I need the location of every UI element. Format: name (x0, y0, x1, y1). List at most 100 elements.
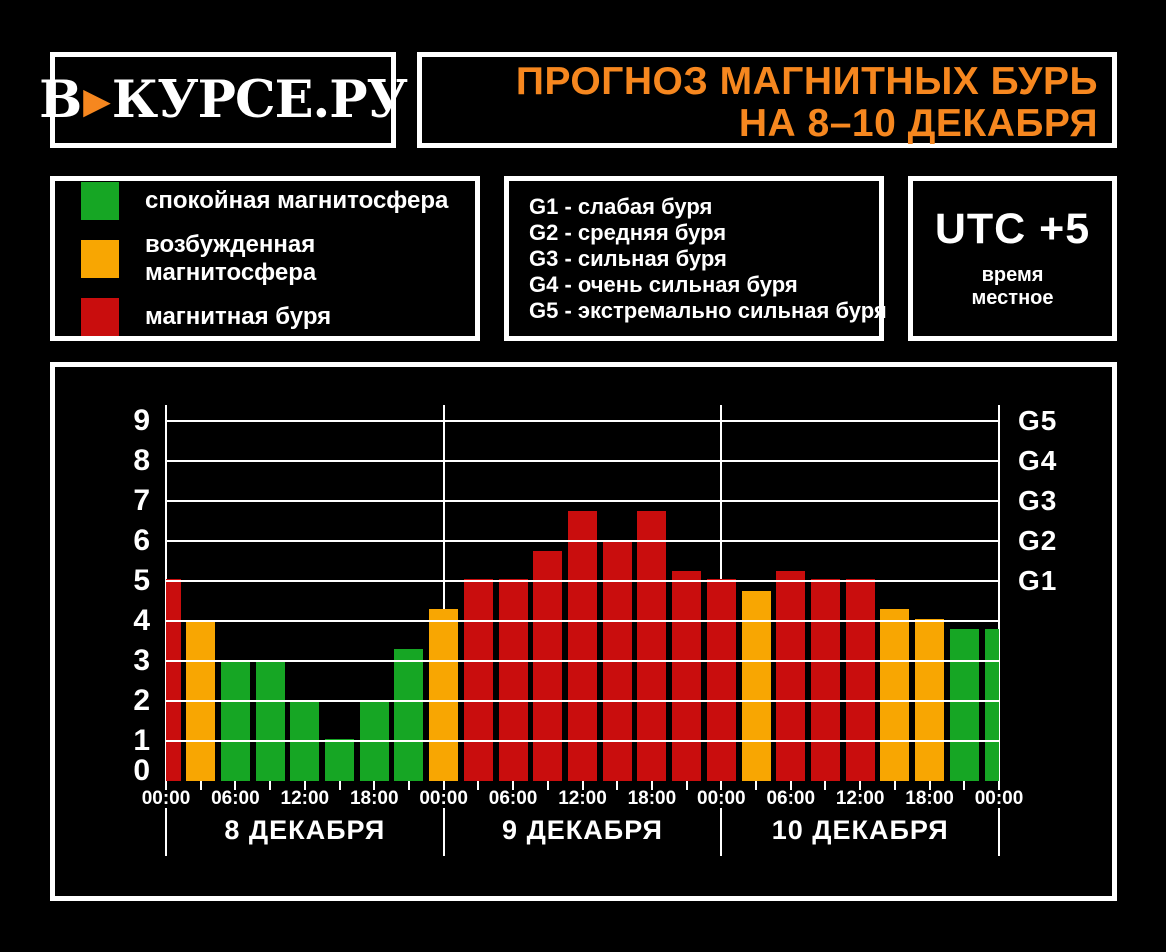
x-tick (269, 781, 272, 790)
g4-definition: G4 - очень сильная буря (529, 271, 798, 297)
x-axis-label: 12:00 (835, 788, 885, 809)
kp-bar (672, 571, 702, 781)
y-axis-label: 9 (133, 404, 150, 437)
x-tick (373, 781, 376, 790)
kp-bar (255, 661, 285, 781)
legend-label-quiet: спокойная магнитосфера (145, 186, 449, 214)
g-level-label: G2 (1018, 525, 1058, 556)
x-tick (893, 781, 896, 790)
x-tick (581, 781, 584, 790)
x-tick (512, 781, 515, 790)
x-tick (546, 781, 549, 790)
legend-item-storm: магнитная буря (81, 297, 475, 336)
utc-offset: UTC +5 (934, 205, 1091, 253)
y-axis-label: 3 (133, 644, 150, 677)
x-tick (650, 781, 653, 790)
legend-box: спокойная магнитосфера возбужденная магн… (50, 176, 480, 341)
gridline (166, 660, 999, 662)
kp-bar (845, 579, 875, 781)
legend-item-quiet: спокойная магнитосфера (81, 181, 475, 220)
g5-definition: G5 - экстремально сильная буря (529, 297, 887, 323)
kp-bar (637, 511, 667, 781)
y-axis-label: 5 (133, 564, 150, 597)
kp-bar (568, 511, 597, 781)
x-axis-label: 00:00 (141, 788, 191, 809)
day-separator (442, 808, 445, 856)
g3-definition: G3 - сильная буря (529, 245, 727, 271)
gridline (166, 580, 999, 582)
gridline (166, 740, 999, 742)
x-axis-label: 06:00 (766, 788, 816, 809)
day-separator (998, 808, 1000, 856)
x-axis-label: 18:00 (349, 788, 399, 809)
g-level-label: G4 (1018, 445, 1058, 476)
x-tick (998, 781, 1000, 790)
logo: В▶КУРСЕ.РУ (39, 70, 408, 130)
x-tick (824, 781, 827, 790)
kp-bar (776, 571, 806, 781)
chart-panel: 00:00 06:00 12:00 18:00 00:00 06:00 12:00 18:00… (50, 362, 1117, 901)
x-tick (165, 781, 167, 790)
quiet-swatch-icon (81, 181, 119, 220)
plot-area: 00:00 06:00 12:00 18:00 00:00 06:00 12:00 18:00… (55, 367, 1112, 896)
kp-bar (984, 629, 999, 781)
kp-bar (810, 579, 840, 781)
g-level-label: G5 (1018, 405, 1058, 436)
g-scale-box: G1 - слабая буря G2 - средняя буря G3 - … (504, 176, 887, 341)
x-axis-label: 00:00 (697, 788, 746, 809)
kp-bar (394, 649, 424, 781)
timezone-note: время местное (913, 264, 1112, 310)
kp-bar (533, 551, 563, 781)
x-tick (928, 781, 931, 790)
day-separator (720, 808, 723, 856)
gridline (166, 420, 999, 422)
x-tick (963, 781, 966, 790)
kp-bar (463, 579, 493, 781)
g-level-label: G1 (1018, 565, 1058, 596)
kp-bar (429, 609, 459, 781)
gridline (166, 540, 999, 542)
y-axis-label: 2 (133, 684, 150, 717)
day-boundary-line (442, 405, 445, 781)
x-tick (442, 781, 445, 790)
legend-label-storm: магнитная буря (145, 302, 332, 330)
y-axis-label: 7 (133, 484, 150, 517)
x-axis-label: 06:00 (211, 788, 260, 809)
storm-swatch-icon (81, 297, 119, 336)
x-axis-label: 12:00 (280, 788, 330, 809)
y-axis-label: 8 (133, 444, 150, 477)
kp-bar (741, 591, 771, 781)
x-tick (199, 781, 202, 790)
gridline (166, 620, 999, 622)
timezone-box: UTC +5 время местное (908, 176, 1117, 341)
play-icon: ▶ (83, 81, 111, 122)
y-axis-label: 4 (133, 604, 150, 637)
y-axis-label: 1 (133, 724, 150, 757)
x-tick (755, 781, 758, 790)
x-tick (789, 781, 792, 790)
x-tick (685, 781, 688, 790)
x-tick (338, 781, 341, 790)
kp-bar (166, 579, 181, 781)
day-label: 9 ДЕКАБРЯ (502, 815, 663, 845)
day-separator (165, 808, 167, 856)
x-axis-label: 12:00 (558, 788, 607, 809)
kp-bar (706, 579, 736, 781)
day-boundary-line (998, 405, 1000, 781)
x-tick (859, 781, 862, 790)
x-axis-label: 18:00 (905, 788, 954, 809)
timezone-note-line-1: время (981, 264, 1044, 286)
g1-definition: G1 - слабая буря (529, 193, 713, 219)
x-tick (477, 781, 480, 790)
g-level-label: G3 (1018, 485, 1058, 516)
page-title-line-1: ПРОГНОЗ МАГНИТНЫХ БУРЬ (515, 60, 1098, 103)
x-axis-label: 00:00 (974, 788, 1024, 809)
kp-bar (498, 579, 528, 781)
title-box: ПРОГНОЗ МАГНИТНЫХ БУРЬ НА 8–10 ДЕКАБРЯ (417, 52, 1117, 148)
x-tick (234, 781, 237, 790)
page-title-line-2: НА 8–10 ДЕКАБРЯ (738, 102, 1098, 145)
x-axis-label: 18:00 (627, 788, 677, 809)
logo-box: В▶КУРСЕ.РУ (39, 52, 408, 148)
logo-text-right: КУРСЕ.РУ (111, 70, 408, 130)
